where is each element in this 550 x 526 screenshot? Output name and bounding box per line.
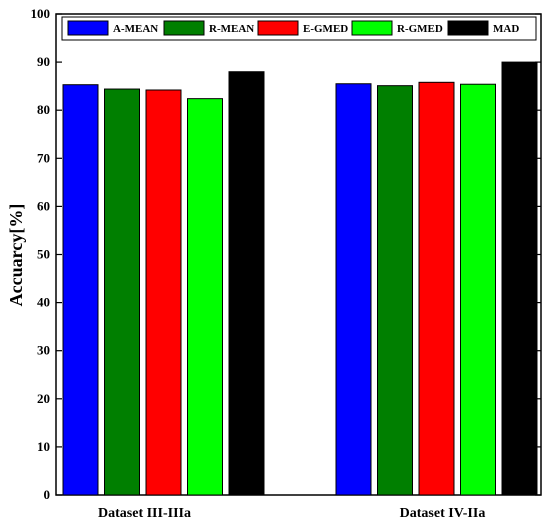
bar-a-mean-2 [335, 83, 372, 496]
bar-e-gmed-2 [418, 81, 455, 496]
legend-label-r-gmed: R-GMED [397, 23, 443, 35]
y-tick-label: 20 [37, 391, 50, 406]
bar-r-gmed-2 [460, 83, 496, 496]
legend-label-e-gmed: E-GMED [303, 23, 348, 35]
legend-label-mad: MAD [493, 23, 519, 35]
y-tick-label: 90 [37, 54, 50, 69]
y-tick-label: 50 [37, 247, 50, 262]
category-label: Dataset III-IIIa [98, 506, 191, 521]
category-label: Dataset IV-IIa [400, 506, 486, 521]
legend-label-a-mean: A-MEAN [113, 23, 158, 35]
y-tick-label: 40 [37, 295, 50, 310]
legend-swatch-e-gmed [257, 20, 299, 36]
y-axis-title: Accuarcy[%] [6, 204, 26, 307]
y-tick-label: 0 [44, 487, 51, 502]
y-tick-label: 70 [37, 150, 50, 165]
y-tick-label: 80 [37, 102, 50, 117]
y-tick-label: 100 [31, 6, 51, 21]
y-tick-label: 30 [37, 343, 50, 358]
bar-mad-1 [228, 71, 265, 496]
bar-r-gmed-1 [187, 98, 223, 496]
y-tick-label: 10 [37, 439, 50, 454]
legend: A-MEAN R-MEAN E-GMED R-GMED MAD [61, 16, 537, 41]
bar-mad-2 [501, 61, 538, 496]
legend-swatch-r-mean [163, 20, 205, 36]
bar-a-mean-1 [62, 84, 99, 496]
category-labels: Dataset III-IIIa Dataset IV-IIa [98, 506, 485, 521]
legend-label-r-mean: R-MEAN [209, 23, 254, 35]
legend-swatch-r-gmed [351, 20, 393, 36]
bar-r-mean-1 [104, 88, 140, 496]
legend-swatch-a-mean [67, 20, 109, 36]
bar-r-mean-2 [377, 85, 413, 496]
bars [62, 61, 538, 496]
bar-e-gmed-1 [145, 89, 182, 496]
y-tick-label: 60 [37, 198, 50, 213]
y-axis-ticks: 0 10 20 30 40 50 60 70 80 90 100 [31, 6, 541, 502]
legend-swatch-mad [447, 20, 489, 36]
